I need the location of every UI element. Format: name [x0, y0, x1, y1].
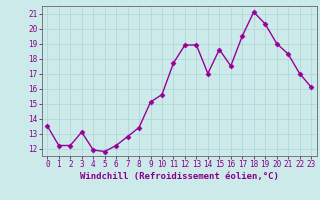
X-axis label: Windchill (Refroidissement éolien,°C): Windchill (Refroidissement éolien,°C) [80, 172, 279, 181]
